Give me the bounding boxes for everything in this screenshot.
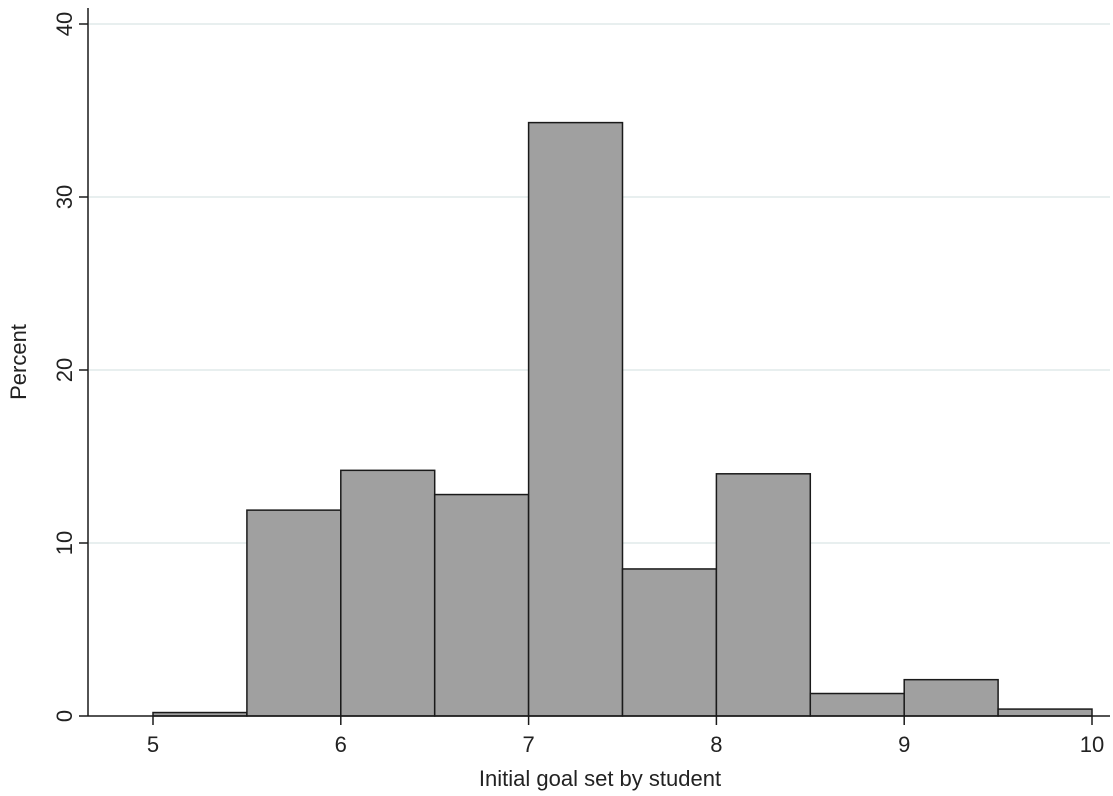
histogram-bar-9 <box>903 678 999 717</box>
x-tick-label-5: 5 <box>147 732 159 757</box>
histogram-bar-5 <box>527 121 624 717</box>
x-tick-label-8: 8 <box>710 732 722 757</box>
histogram-bar-3 <box>340 469 436 717</box>
histogram-bar-2 <box>246 509 342 717</box>
histogram-bar-4 <box>433 493 530 717</box>
y-tick-label-10: 10 <box>52 531 77 555</box>
x-axis-title: Initial goal set by student <box>479 766 721 791</box>
bars <box>152 121 1093 717</box>
x-tick-label-10: 10 <box>1080 732 1104 757</box>
histogram-bar-7 <box>715 473 812 717</box>
axes <box>79 8 1110 725</box>
y-tick-label-20: 20 <box>52 358 77 382</box>
y-tick-label-0: 0 <box>52 710 77 722</box>
x-tick-label-9: 9 <box>898 732 910 757</box>
histogram-bar-10 <box>997 708 1093 717</box>
tick-labels: 5 6 7 8 9 10 0 10 20 30 40 <box>52 12 1104 757</box>
histogram-bar-8 <box>809 692 905 717</box>
x-tick-label-6: 6 <box>335 732 347 757</box>
y-tick-label-40: 40 <box>52 12 77 36</box>
histogram-bar-6 <box>621 568 718 717</box>
y-axis-title: Percent <box>6 324 31 400</box>
x-tick-label-7: 7 <box>522 732 534 757</box>
y-tick-label-30: 30 <box>52 185 77 209</box>
